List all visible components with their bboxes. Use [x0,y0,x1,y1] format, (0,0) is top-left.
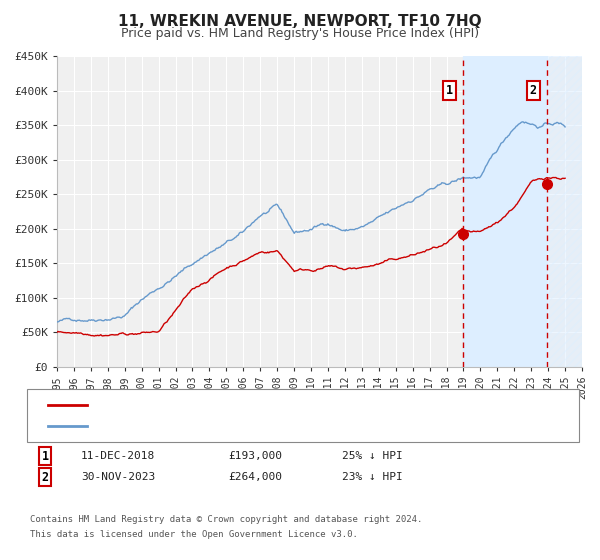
Bar [463,56,547,367]
Text: 2: 2 [530,84,537,97]
Bar [547,56,582,367]
Text: 11, WREKIN AVENUE, NEWPORT, TF10 7HQ (detached house): 11, WREKIN AVENUE, NEWPORT, TF10 7HQ (de… [93,400,437,410]
Text: 11, WREKIN AVENUE, NEWPORT, TF10 7HQ: 11, WREKIN AVENUE, NEWPORT, TF10 7HQ [118,14,482,29]
Text: 1: 1 [445,84,452,97]
Text: 30-NOV-2023: 30-NOV-2023 [81,472,155,482]
Text: 1: 1 [41,450,49,463]
Text: 2: 2 [41,470,49,484]
Text: 11-DEC-2018: 11-DEC-2018 [81,451,155,461]
Text: Price paid vs. HM Land Registry's House Price Index (HPI): Price paid vs. HM Land Registry's House … [121,27,479,40]
Text: Contains HM Land Registry data © Crown copyright and database right 2024.: Contains HM Land Registry data © Crown c… [30,515,422,524]
Text: £264,000: £264,000 [228,472,282,482]
Text: 25% ↓ HPI: 25% ↓ HPI [342,451,403,461]
Text: 23% ↓ HPI: 23% ↓ HPI [342,472,403,482]
Text: This data is licensed under the Open Government Licence v3.0.: This data is licensed under the Open Gov… [30,530,358,539]
Text: £193,000: £193,000 [228,451,282,461]
Text: HPI: Average price, detached house, Telford and Wrekin: HPI: Average price, detached house, Telf… [93,421,444,431]
